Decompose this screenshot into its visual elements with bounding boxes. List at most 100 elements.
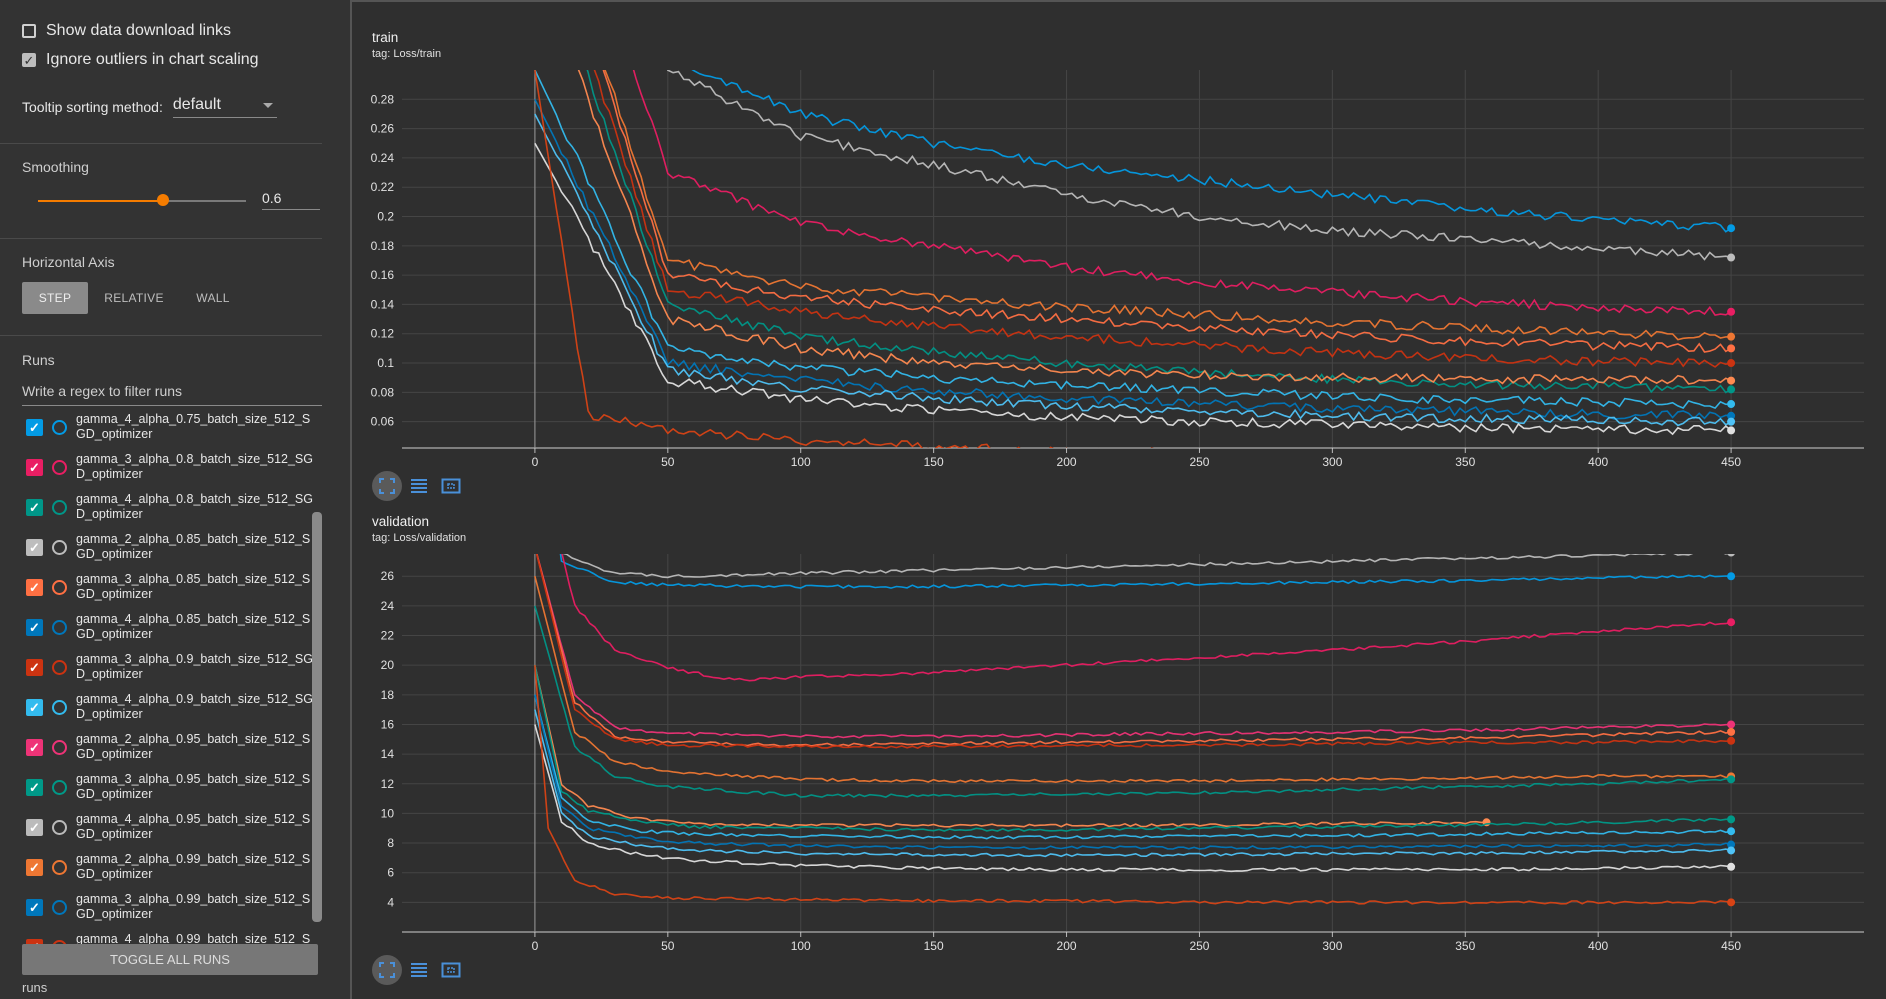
checkbox-checked-icon[interactable]: ✓ bbox=[22, 52, 36, 68]
axis-step-button[interactable]: STEP bbox=[22, 282, 88, 314]
toggle-all-runs-button[interactable]: TOGGLE ALL RUNS bbox=[22, 944, 318, 975]
x-tick-label: 200 bbox=[1057, 939, 1077, 953]
y-tick-label: 26 bbox=[381, 569, 395, 583]
smoothing-slider-thumb[interactable] bbox=[156, 194, 169, 206]
run-color-circle-icon[interactable] bbox=[52, 540, 67, 555]
validation-loss-chart[interactable]: 4 6 8 10 12 14 16 18 20 22 24 26 0 50 100 150 200 250 300 3… bbox=[352, 546, 1886, 966]
series-line bbox=[666, 70, 1732, 261]
y-tick-label: 0.18 bbox=[371, 239, 395, 253]
run-item[interactable]: ✓ gamma_4_alpha_0.85_batch_size_512_SGD_o… bbox=[26, 610, 316, 650]
run-color-circle-icon[interactable] bbox=[52, 860, 67, 875]
run-color-circle-icon[interactable] bbox=[52, 700, 67, 715]
run-item[interactable]: ✓ gamma_3_alpha_0.85_batch_size_512_SGD_o… bbox=[26, 570, 316, 610]
y-tick-label: 14 bbox=[381, 747, 395, 761]
series-end-point bbox=[1727, 840, 1736, 849]
chart-tag-validation: tag: Loss/validation bbox=[372, 532, 467, 544]
divider bbox=[0, 143, 322, 144]
series-line bbox=[536, 554, 1732, 739]
run-color-circle-icon[interactable] bbox=[52, 500, 67, 515]
series-line bbox=[562, 554, 1729, 579]
toggle-log-icon[interactable] bbox=[404, 471, 434, 501]
fit-domain-icon[interactable] bbox=[372, 471, 402, 501]
ignore-outliers-checkbox[interactable]: ✓ Ignore outliers in chart scaling bbox=[22, 51, 259, 69]
run-color-circle-icon[interactable] bbox=[52, 660, 67, 675]
select-region-icon[interactable] bbox=[436, 955, 466, 985]
series-line bbox=[577, 70, 1732, 385]
series-end-point bbox=[1727, 898, 1736, 907]
x-tick-label: 450 bbox=[1721, 939, 1741, 953]
run-color-circle-icon[interactable] bbox=[52, 780, 67, 795]
run-checkbox-checked-icon[interactable]: ✓ bbox=[26, 659, 43, 676]
run-item[interactable]: ✓ gamma_2_alpha_0.95_batch_size_512_SGD_o… bbox=[26, 730, 316, 770]
run-item[interactable]: ✓ gamma_3_alpha_0.8_batch_size_512_SGD_op… bbox=[26, 450, 316, 490]
smoothing-slider[interactable] bbox=[38, 194, 246, 206]
axis-relative-button[interactable]: RELATIVE bbox=[104, 291, 164, 305]
run-checkbox-checked-icon[interactable]: ✓ bbox=[26, 819, 43, 836]
y-tick-label: 18 bbox=[381, 688, 395, 702]
series-line bbox=[534, 665, 1732, 832]
checkbox-unchecked-icon[interactable] bbox=[22, 24, 36, 38]
run-item[interactable]: ✓ gamma_3_alpha_0.99_batch_size_512_SGD_o… bbox=[26, 890, 316, 930]
run-filter-input[interactable]: Write a regex to filter runs bbox=[22, 383, 322, 406]
chart-title-validation: validation bbox=[372, 514, 430, 529]
run-color-circle-icon[interactable] bbox=[52, 900, 67, 915]
series-group bbox=[534, 70, 1736, 448]
run-item[interactable]: ✓ gamma_4_alpha_0.8_batch_size_512_SGD_op… bbox=[26, 490, 316, 530]
y-tick-label: 12 bbox=[381, 777, 395, 791]
y-tick-label: 20 bbox=[381, 658, 395, 672]
run-label: gamma_2_alpha_0.99_batch_size_512_SGD_op… bbox=[76, 852, 311, 881]
run-checkbox-checked-icon[interactable]: ✓ bbox=[26, 579, 43, 596]
run-label: gamma_4_alpha_0.85_batch_size_512_SGD_op… bbox=[76, 612, 311, 641]
fit-domain-icon[interactable] bbox=[372, 955, 402, 985]
series-line bbox=[534, 113, 1732, 427]
show-download-links-checkbox[interactable]: Show data download links bbox=[22, 22, 231, 40]
x-tick-label: 300 bbox=[1322, 939, 1342, 953]
x-tick-label: 350 bbox=[1455, 455, 1475, 469]
x-tick-label: 50 bbox=[661, 939, 675, 953]
runs-title: Runs bbox=[22, 352, 55, 368]
run-checkbox-checked-icon[interactable]: ✓ bbox=[26, 539, 43, 556]
run-item[interactable]: ✓ gamma_3_alpha_0.95_batch_size_512_SGD_o… bbox=[26, 770, 316, 810]
y-tick-label: 22 bbox=[381, 629, 395, 643]
toggle-log-icon[interactable] bbox=[404, 955, 434, 985]
smoothing-input[interactable]: 0.6 bbox=[262, 190, 320, 210]
run-item[interactable]: ✓ gamma_2_alpha_0.99_batch_size_512_SGD_o… bbox=[26, 850, 316, 890]
y-tick-label: 0.22 bbox=[371, 180, 395, 194]
run-item[interactable]: ✓ gamma_2_alpha_0.85_batch_size_512_SGD_o… bbox=[26, 530, 316, 570]
run-checkbox-checked-icon[interactable]: ✓ bbox=[26, 419, 43, 436]
series-end-point bbox=[1727, 411, 1736, 420]
run-color-circle-icon[interactable] bbox=[52, 580, 67, 595]
run-item[interactable]: ✓ gamma_4_alpha_0.75_batch_size_512_SGD_o… bbox=[26, 410, 316, 450]
train-loss-chart[interactable]: 0.06 0.08 0.1 0.12 0.14 0.16 0.18 0.2 0.22 0.24 0.… bbox=[352, 62, 1886, 482]
run-list-scrollbar[interactable] bbox=[312, 512, 322, 922]
axis-wall-button[interactable]: WALL bbox=[196, 291, 230, 305]
run-checkbox-checked-icon[interactable]: ✓ bbox=[26, 499, 43, 516]
run-checkbox-checked-icon[interactable]: ✓ bbox=[26, 699, 43, 716]
run-checkbox-checked-icon[interactable]: ✓ bbox=[26, 899, 43, 916]
run-checkbox-checked-icon[interactable]: ✓ bbox=[26, 619, 43, 636]
select-region-icon[interactable] bbox=[436, 471, 466, 501]
run-color-circle-icon[interactable] bbox=[52, 820, 67, 835]
x-tick-label: 200 bbox=[1057, 455, 1077, 469]
chart-tag-train: tag: Loss/train bbox=[372, 48, 442, 60]
chevron-down-icon bbox=[262, 102, 273, 108]
series-end-point bbox=[1727, 815, 1736, 824]
run-color-circle-icon[interactable] bbox=[52, 740, 67, 755]
x-tick-label: 450 bbox=[1721, 455, 1741, 469]
tooltip-sorting-select[interactable]: default bbox=[172, 96, 277, 118]
run-checkbox-checked-icon[interactable]: ✓ bbox=[26, 779, 43, 796]
run-item[interactable]: ✓ gamma_4_alpha_0.95_batch_size_512_SGD_o… bbox=[26, 810, 316, 850]
run-label: gamma_3_alpha_0.95_batch_size_512_SGD_op… bbox=[76, 772, 311, 801]
series-line bbox=[534, 694, 1732, 850]
run-checkbox-checked-icon[interactable]: ✓ bbox=[26, 739, 43, 756]
run-color-circle-icon[interactable] bbox=[52, 420, 67, 435]
run-item[interactable]: ✓ gamma_4_alpha_0.9_batch_size_512_SGD_op… bbox=[26, 690, 316, 730]
chart-title-train: train bbox=[372, 30, 399, 45]
y-tick-label: 0.08 bbox=[371, 385, 395, 399]
run-checkbox-checked-icon[interactable]: ✓ bbox=[26, 859, 43, 876]
run-color-circle-icon[interactable] bbox=[52, 620, 67, 635]
series-line bbox=[561, 554, 1732, 682]
run-checkbox-checked-icon[interactable]: ✓ bbox=[26, 459, 43, 476]
run-color-circle-icon[interactable] bbox=[52, 460, 67, 475]
run-item[interactable]: ✓ gamma_3_alpha_0.9_batch_size_512_SGD_op… bbox=[26, 650, 316, 690]
